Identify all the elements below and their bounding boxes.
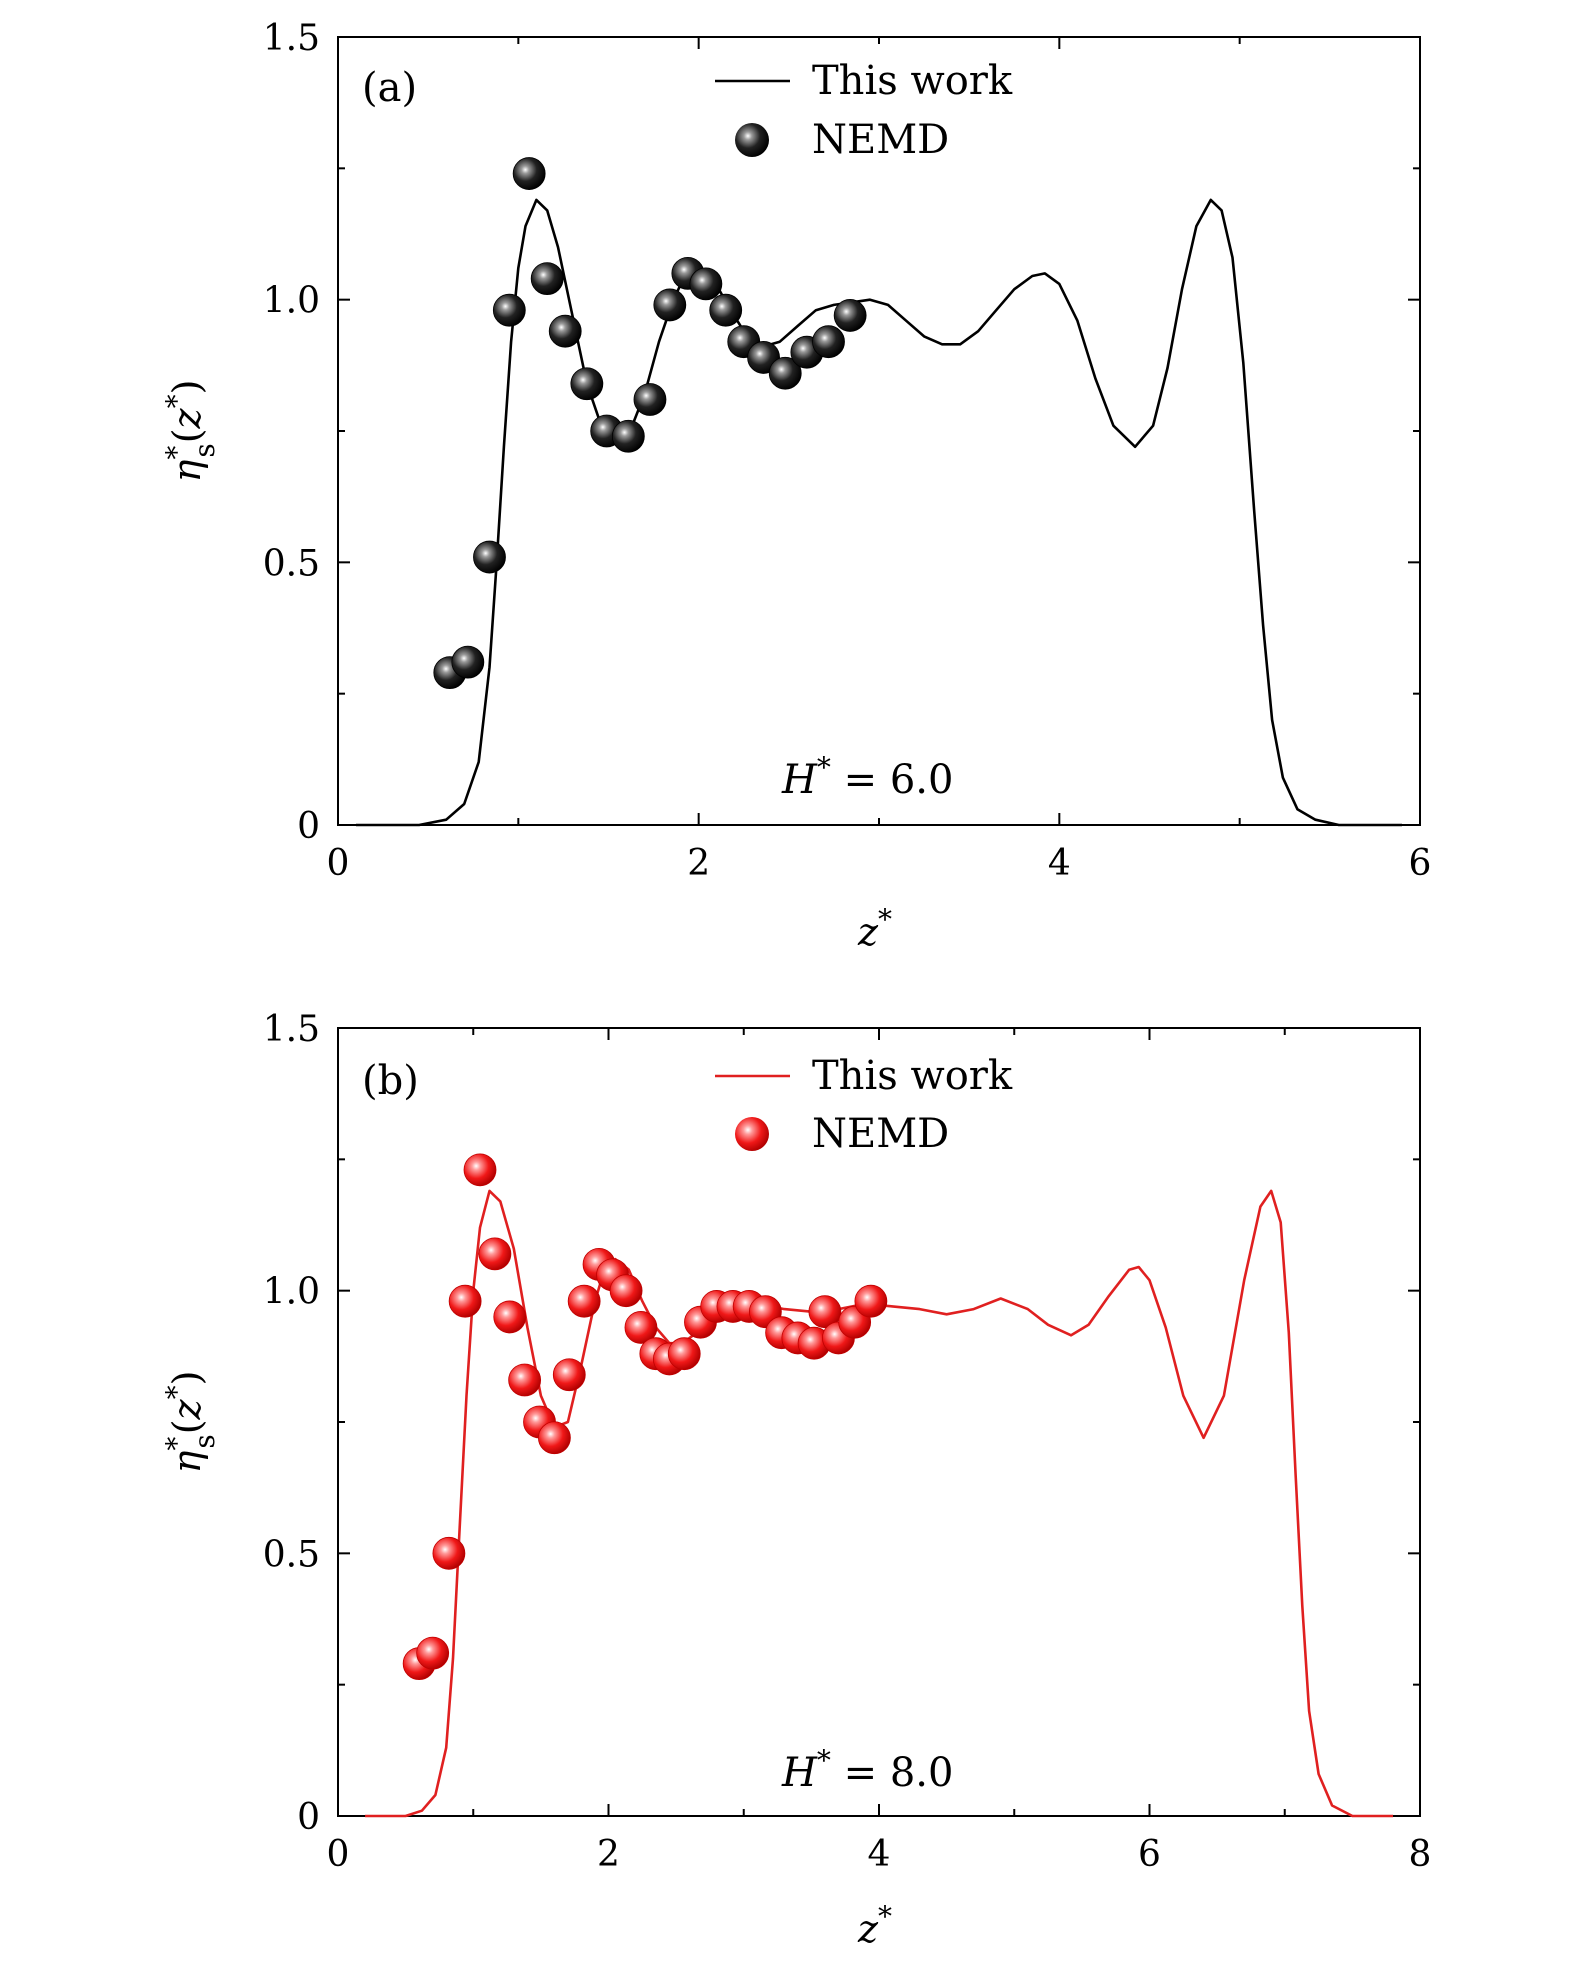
y-tick-label: 1.0 xyxy=(263,281,320,322)
x-tick-label: 0 xyxy=(327,1834,350,1875)
panel-b: 0 2 4 6 8 0 0.5 1.0 1.5 This work NEMD (b) H* =… xyxy=(160,1009,1431,1951)
nemd-point xyxy=(611,419,645,453)
nemd-point xyxy=(473,540,506,574)
nemd-point xyxy=(570,367,604,401)
nemd-point xyxy=(689,267,723,301)
nemd-point xyxy=(854,1284,888,1318)
panel-label: (a) xyxy=(362,65,417,111)
x-tick-label: 0 xyxy=(327,843,350,884)
nemd-point xyxy=(667,1337,701,1371)
this-work-line xyxy=(365,1189,1393,1818)
nemd-point xyxy=(451,645,485,679)
y-tick-label: 0 xyxy=(297,1797,320,1838)
panel-label: (b) xyxy=(362,1058,419,1104)
nemd-point xyxy=(812,325,845,359)
this-work-line xyxy=(356,198,1402,827)
legend-marker-swatch xyxy=(735,123,769,157)
legend-label-nemd: NEMD xyxy=(812,1111,949,1157)
x-tick-label: 4 xyxy=(1048,843,1071,884)
x-tick-label: 6 xyxy=(1409,843,1432,884)
nemd-point xyxy=(609,1274,643,1308)
y-tick-label: 1.5 xyxy=(263,18,320,59)
x-tick-label: 4 xyxy=(868,1834,891,1875)
y-axis-title: η*s(z*) xyxy=(160,1371,221,1474)
nemd-point xyxy=(624,1311,658,1344)
nemd-point xyxy=(478,1237,512,1271)
nemd-point xyxy=(493,1300,527,1334)
nemd-point xyxy=(567,1284,601,1318)
legend: This work NEMD xyxy=(715,58,1013,163)
nemd-point xyxy=(492,293,526,327)
nemd-point xyxy=(548,314,582,348)
legend: This work NEMD xyxy=(715,1053,1013,1157)
x-tick-label: 8 xyxy=(1409,1834,1432,1875)
legend-label-this-work: This work xyxy=(812,1053,1013,1099)
x-ticks: 0 2 4 6 xyxy=(327,37,1432,884)
y-tick-label: 0.5 xyxy=(263,543,320,584)
x-ticks: 0 2 4 6 8 xyxy=(327,1028,1432,1875)
nemd-point xyxy=(538,1421,571,1455)
nemd-point xyxy=(709,293,743,327)
nemd-point xyxy=(530,262,564,296)
channel-width-annotation: H* = 8.0 xyxy=(781,1744,953,1796)
nemd-point xyxy=(633,383,667,416)
y-tick-label: 0 xyxy=(297,806,320,847)
legend-label-this-work: This work xyxy=(812,58,1013,104)
nemd-point xyxy=(653,288,687,322)
legend-label-nemd: NEMD xyxy=(812,117,949,163)
nemd-point xyxy=(552,1358,586,1392)
x-tick-label: 2 xyxy=(597,1834,620,1875)
x-axis-title: z* xyxy=(857,903,892,954)
nemd-point xyxy=(833,299,867,332)
nemd-point xyxy=(808,1295,842,1329)
panel-a: 0 2 4 6 0 0.5 1.0 1.5 This work NEMD (a) H* = … xyxy=(160,18,1431,954)
y-tick-label: 1.5 xyxy=(263,1009,320,1050)
legend-marker-swatch xyxy=(735,1117,769,1151)
y-axis-title: η*s(z*) xyxy=(160,380,221,483)
nemd-point xyxy=(416,1636,450,1670)
nemd-point xyxy=(512,157,546,190)
this-work-curve xyxy=(365,1189,1393,1818)
y-tick-label: 0.5 xyxy=(263,1534,320,1575)
channel-width-annotation: H* = 6.0 xyxy=(781,751,953,803)
y-ticks: 0 0.5 1.0 1.5 xyxy=(263,18,1420,847)
nemd-markers xyxy=(433,157,867,690)
nemd-point xyxy=(768,356,802,390)
x-axis-title: z* xyxy=(857,1900,892,1951)
nemd-markers xyxy=(402,1153,888,1681)
this-work-curve xyxy=(356,198,1402,827)
nemd-point xyxy=(463,1153,497,1187)
nemd-point xyxy=(508,1363,542,1397)
x-tick-label: 2 xyxy=(687,843,710,884)
nemd-point xyxy=(432,1536,466,1570)
y-ticks: 0 0.5 1.0 1.5 xyxy=(263,1009,1420,1838)
y-tick-label: 1.0 xyxy=(263,1272,320,1313)
x-tick-label: 6 xyxy=(1138,1834,1161,1875)
nemd-point xyxy=(448,1284,482,1318)
